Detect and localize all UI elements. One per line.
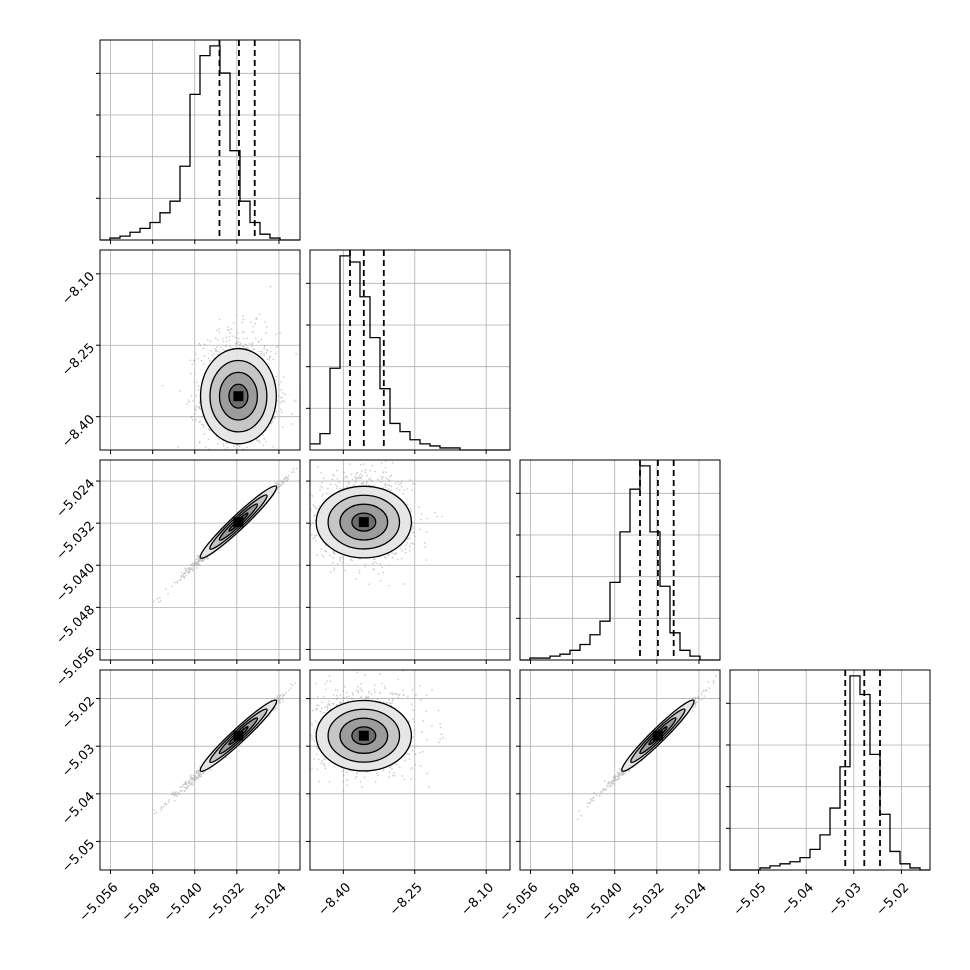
contour-line-1 (218, 717, 259, 755)
density-peak (233, 517, 244, 528)
histogram-step-line (520, 465, 720, 661)
x-tick-label: −5.032 (623, 880, 668, 925)
x-tick-label: −5.048 (539, 880, 584, 925)
x-tick-label: −5.056 (497, 880, 542, 925)
contour-line-0 (648, 726, 668, 746)
joint-panel-0-2 (96, 459, 301, 664)
density-peak (358, 730, 369, 741)
contour-line-3 (199, 699, 278, 772)
panel-frame (99, 669, 301, 871)
contour-line-1 (339, 503, 389, 541)
y-tick-label: −5.05 (59, 837, 98, 876)
histogram-panel-3 (726, 669, 931, 874)
contour-line-3 (315, 699, 413, 772)
density-peak (233, 730, 244, 741)
x-tick-label: −5.02 (874, 880, 913, 919)
contour-line-3 (621, 699, 695, 772)
histogram-panel-0 (96, 39, 301, 244)
x-tick-label: −5.03 (826, 880, 865, 919)
contour-line-0 (351, 512, 377, 532)
y-tick-label: −8.10 (59, 269, 98, 308)
panel-content (577, 675, 717, 820)
x-tick-label: −5.024 (245, 880, 290, 925)
panel-frame (519, 669, 721, 871)
x-tick-label: −8.40 (315, 880, 354, 919)
contour-line-2 (209, 359, 268, 433)
x-tick-label: −5.032 (203, 880, 248, 925)
y-tick-label: −5.040 (53, 561, 98, 606)
histogram-step-line (730, 675, 930, 871)
panel-frame (729, 669, 931, 871)
contour-line-0 (228, 512, 249, 532)
contour-line-1 (339, 717, 389, 754)
x-tick-label: −5.04 (778, 880, 817, 919)
panel-frame (99, 459, 301, 661)
histogram-step-line (100, 45, 300, 241)
contour-line-0 (351, 726, 377, 746)
panel-frame (309, 249, 511, 451)
contour-line-3 (315, 485, 413, 559)
contour-line-3 (199, 485, 278, 559)
contour-line-2 (327, 494, 401, 550)
tick-labels: −5.056−5.048−5.040−5.032−5.024 −8.40 −8.25… (53, 269, 912, 925)
density-peak (358, 517, 369, 528)
joint-panel-1-3 (306, 669, 511, 874)
y-tick-label: −5.02 (59, 694, 98, 733)
panel-frame (309, 669, 511, 871)
contour-line-1 (218, 503, 259, 541)
contour-line-2 (209, 708, 268, 764)
y-tick-label: −8.25 (59, 341, 98, 380)
x-tick-label: −5.040 (581, 880, 626, 925)
x-tick-label: −5.048 (119, 880, 164, 925)
panel-frame (99, 249, 301, 451)
y-tick-label: −5.032 (53, 519, 98, 564)
contour-line-3 (199, 347, 277, 445)
x-tick-label: −5.056 (77, 880, 122, 925)
histogram-panel-1 (306, 249, 511, 454)
y-tick-label: −5.048 (53, 603, 98, 648)
joint-panel-1-2 (306, 459, 511, 664)
panel-content (153, 467, 298, 603)
x-tick-label: −5.040 (161, 880, 206, 925)
y-tick-label: −5.024 (53, 476, 98, 521)
panel-frame (309, 459, 511, 661)
histogram-panel-2 (516, 459, 721, 664)
joint-panel-0-3 (96, 669, 301, 874)
y-tick-label: −5.04 (59, 789, 98, 828)
density-peak (652, 730, 663, 741)
panel-frame (519, 459, 721, 661)
panel-content (310, 460, 443, 587)
density-peak (233, 391, 244, 402)
contour-line-0 (228, 726, 249, 746)
panel-content (152, 682, 296, 815)
contour-line-2 (209, 494, 268, 550)
x-tick-label: −5.05 (731, 880, 770, 919)
panel-content (310, 670, 444, 792)
contour-line-0 (228, 383, 249, 409)
panel-frame (99, 39, 301, 241)
x-tick-label: −8.10 (458, 880, 497, 919)
x-tick-label: −8.25 (387, 880, 426, 919)
joint-panel-0-1 (96, 249, 301, 454)
joint-panel-2-3 (516, 669, 721, 874)
contour-line-2 (630, 708, 686, 764)
x-tick-label: −5.024 (665, 880, 710, 925)
contour-line-1 (639, 717, 677, 755)
histogram-step-line (310, 255, 510, 451)
y-tick-label: −5.056 (53, 645, 98, 690)
y-tick-label: −5.03 (59, 742, 98, 781)
panel-content (161, 285, 300, 450)
y-tick-label: −8.40 (59, 412, 98, 451)
contour-line-1 (218, 371, 259, 421)
contour-line-2 (327, 708, 401, 763)
